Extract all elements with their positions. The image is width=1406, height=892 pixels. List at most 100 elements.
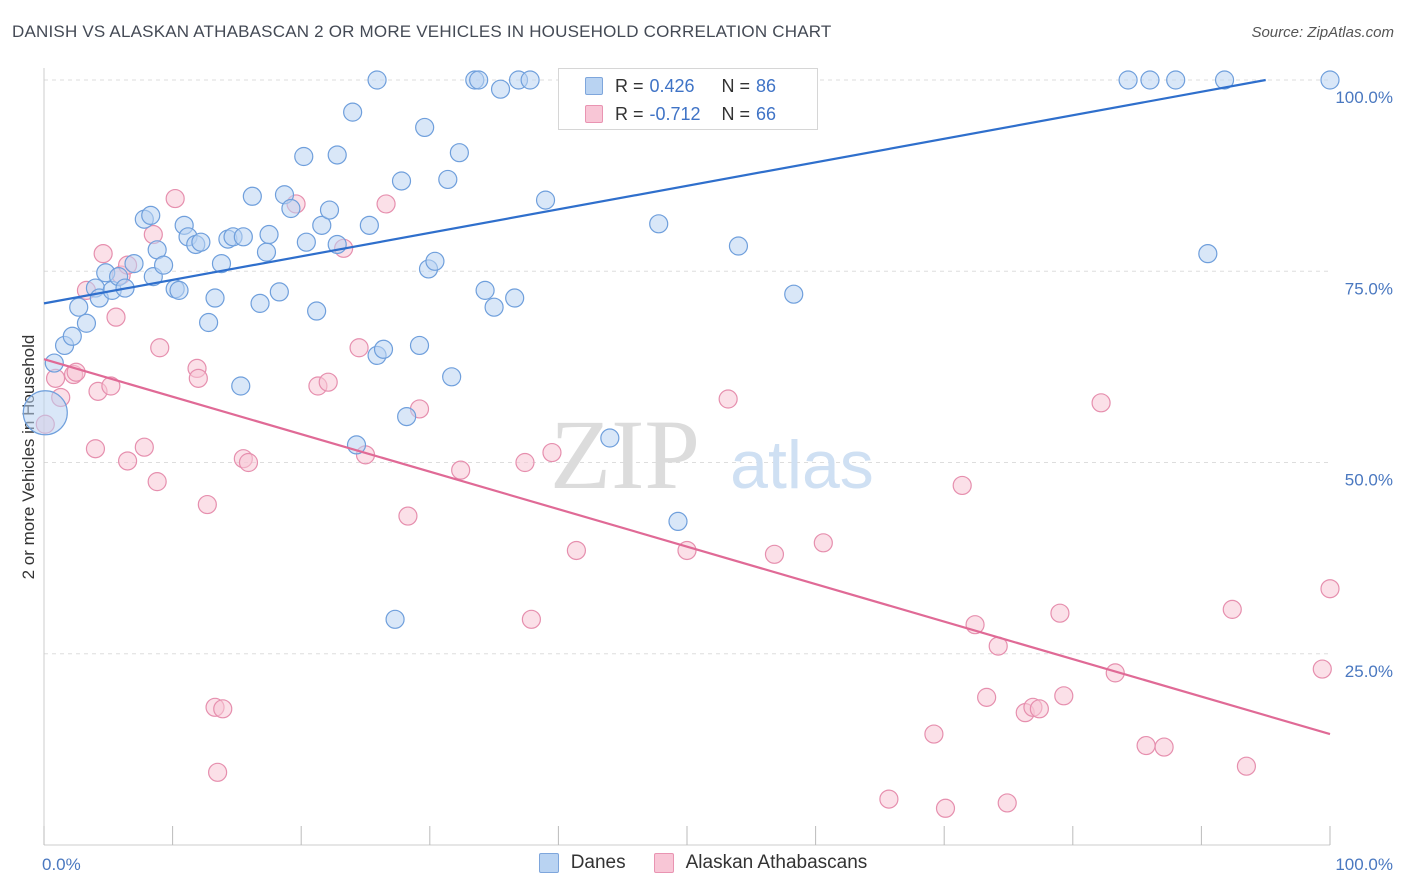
athabascan-legend-swatch	[653, 853, 674, 873]
athabascan-swatch	[585, 105, 603, 123]
data-point	[924, 724, 944, 744]
data-point	[349, 338, 369, 358]
legend-row-danes: R = 0.426 N = 86	[559, 72, 776, 100]
grid-lines	[44, 79, 1330, 655]
data-point	[22, 390, 68, 436]
data-point	[197, 494, 217, 515]
data-point	[373, 339, 394, 359]
data-point	[784, 284, 804, 304]
data-point	[296, 232, 316, 252]
data-point	[312, 215, 332, 235]
source-credit: Source: ZipAtlas.com	[1251, 24, 1394, 41]
data-point	[147, 472, 167, 492]
x-tick-label: 100.0%	[1335, 855, 1393, 874]
data-point	[62, 326, 82, 346]
data-point	[376, 194, 396, 214]
trend-lines	[43, 78, 1331, 736]
data-point	[1154, 737, 1174, 757]
data-point	[935, 798, 956, 818]
data-point	[409, 335, 430, 356]
data-point	[1029, 699, 1049, 719]
data-point	[505, 288, 525, 308]
data-point	[1166, 70, 1186, 90]
data-point	[1320, 70, 1340, 90]
r-label: R =	[615, 103, 644, 124]
data-point	[490, 79, 511, 99]
data-point	[425, 251, 445, 271]
data-point	[535, 190, 556, 210]
data-point	[1054, 686, 1074, 706]
data-point	[294, 146, 314, 167]
danes-legend-label: Danes	[570, 852, 626, 873]
danes-legend-swatch	[538, 853, 559, 873]
data-point	[1050, 603, 1070, 623]
data-point	[250, 293, 270, 313]
n-value: 66	[756, 103, 777, 124]
stats-legend: R = 0.426 N = 86 R = -0.712 N = 66	[558, 68, 818, 130]
data-point	[398, 506, 418, 526]
data-point	[106, 307, 126, 327]
data-point	[977, 687, 997, 707]
data-point	[668, 511, 688, 532]
y-tick-label: 25.0%	[1345, 662, 1393, 681]
legend-item-athabascans[interactable]: Alaskan Athabascans	[653, 852, 867, 874]
data-point	[76, 313, 97, 333]
data-point	[1118, 70, 1138, 90]
data-point	[242, 186, 262, 206]
data-point	[367, 70, 387, 90]
data-point	[813, 533, 833, 553]
y-tick-label: 50.0%	[1345, 471, 1393, 490]
data-point	[1105, 663, 1125, 683]
chart-title: DANISH VS ALASKAN ATHABASCAN 2 OR MORE V…	[12, 22, 832, 41]
r-value: 0.426	[649, 75, 695, 96]
data-point	[879, 789, 899, 809]
athabascan-points	[35, 188, 1340, 818]
data-point	[238, 452, 259, 473]
data-point	[231, 376, 251, 396]
legend-item-danes[interactable]: Danes	[538, 852, 626, 874]
data-point	[566, 540, 587, 561]
n-label: N =	[721, 103, 751, 124]
data-point	[85, 439, 106, 459]
y-tick-label: 75.0%	[1345, 279, 1393, 298]
data-point	[438, 169, 458, 190]
data-point	[191, 232, 211, 252]
data-point	[1222, 599, 1242, 619]
r-value: -0.712	[649, 103, 701, 124]
data-point	[1136, 735, 1156, 756]
data-point	[165, 188, 185, 209]
data-point	[169, 280, 189, 300]
watermark-zip: ZIP	[550, 399, 700, 510]
tick-labels: 100.0% 75.0% 50.0% 25.0% 0.0% 100.0%	[42, 88, 1393, 874]
data-point	[208, 762, 228, 782]
data-point	[521, 609, 541, 629]
data-point	[211, 254, 232, 274]
data-point	[1091, 393, 1111, 413]
data-point	[281, 198, 301, 219]
legend-row-athabascans: R = -0.712 N = 66	[559, 100, 776, 128]
data-point	[117, 451, 138, 471]
data-point	[93, 244, 113, 264]
data-point	[141, 205, 161, 226]
data-point	[475, 280, 495, 300]
n-value: 86	[756, 75, 777, 96]
axes	[43, 68, 1331, 846]
data-point	[153, 255, 174, 275]
data-point	[69, 297, 89, 317]
data-point	[213, 699, 233, 719]
data-point	[318, 372, 338, 392]
data-point	[307, 301, 327, 321]
data-point	[451, 460, 471, 480]
athabascan-trend-line	[43, 358, 1331, 736]
data-point	[101, 376, 121, 396]
r-label: R =	[615, 75, 644, 96]
data-point	[484, 297, 504, 317]
danes-trend-line	[43, 78, 1266, 305]
data-point	[442, 367, 462, 387]
series-legend: Danes Alaskan Athabascans	[0, 852, 1406, 874]
data-point	[952, 475, 972, 496]
data-point	[124, 254, 144, 274]
data-point	[520, 70, 540, 90]
data-point	[343, 102, 363, 122]
